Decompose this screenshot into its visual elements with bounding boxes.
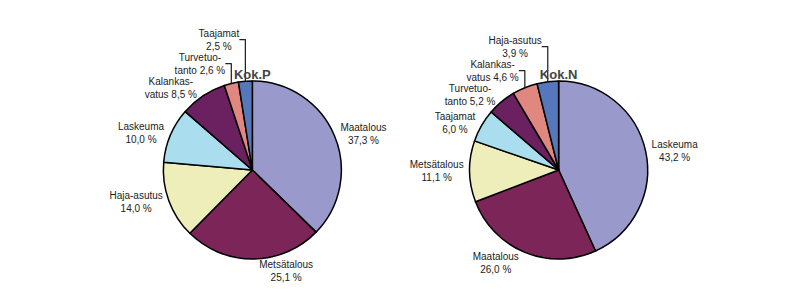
svg-text:Kalankas-vatus 8,5 %: Kalankas-vatus 8,5 % bbox=[145, 76, 197, 100]
svg-text:Kok.P: Kok.P bbox=[234, 67, 271, 82]
svg-text:Maatalous26,0 %: Maatalous26,0 % bbox=[473, 251, 519, 275]
svg-text:Laskeuma43,2 %: Laskeuma43,2 % bbox=[652, 139, 699, 163]
svg-text:Kalankas-vatus 4,6 %: Kalankas-vatus 4,6 % bbox=[466, 59, 518, 83]
svg-text:Turvetuo-tanto 2,6 %: Turvetuo-tanto 2,6 % bbox=[175, 52, 226, 76]
svg-text:Turvetuo-tanto 5,2 %: Turvetuo-tanto 5,2 % bbox=[445, 83, 496, 107]
svg-text:Taajamat2,5 %: Taajamat2,5 % bbox=[199, 28, 240, 52]
svg-text:Haja-asutus3,9 %: Haja-asutus3,9 % bbox=[488, 35, 541, 59]
svg-text:Kok.N: Kok.N bbox=[540, 67, 578, 82]
svg-text:Maatalous37,3 %: Maatalous37,3 % bbox=[340, 122, 386, 146]
svg-text:Metsätalous25,1 %: Metsätalous25,1 % bbox=[259, 259, 313, 283]
svg-text:Metsätalous11,1 %: Metsätalous11,1 % bbox=[410, 159, 464, 183]
svg-text:Laskeuma10,0 %: Laskeuma10,0 % bbox=[118, 121, 165, 145]
svg-text:Taajamat6,0 %: Taajamat6,0 % bbox=[435, 111, 476, 135]
svg-text:Haja-asutus14,0 %: Haja-asutus14,0 % bbox=[109, 190, 162, 214]
